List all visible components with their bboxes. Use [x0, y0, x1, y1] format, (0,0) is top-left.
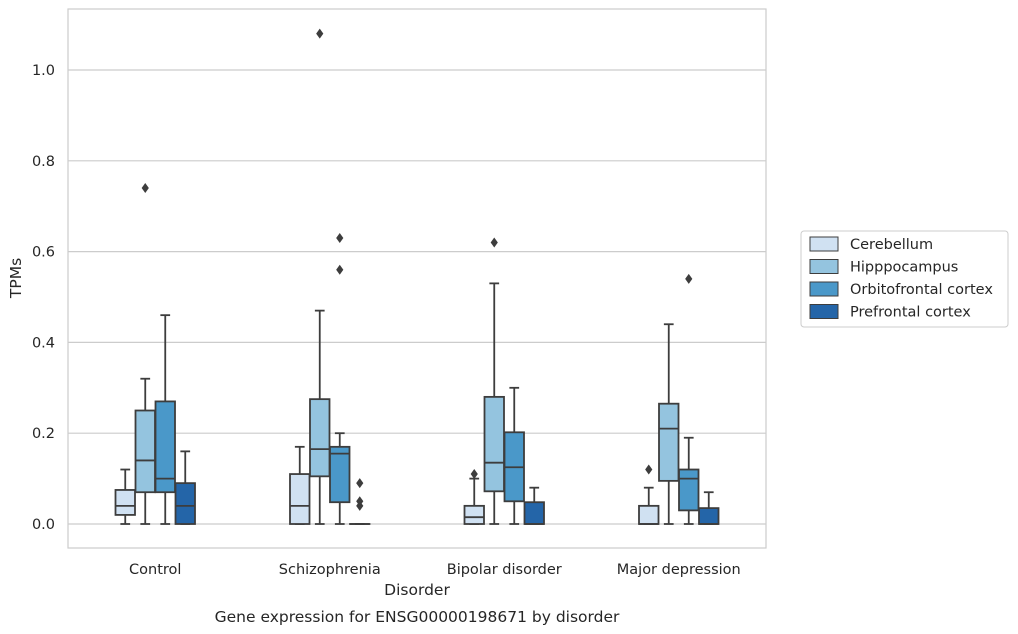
box-hipppocampus: [658, 323, 680, 525]
outlier-point: [316, 28, 324, 39]
box-body: [698, 507, 720, 525]
box-group: [114, 183, 196, 525]
x-tick-label: Major depression: [617, 562, 741, 578]
x-tick-label: Bipolar disorder: [447, 562, 562, 578]
outlier-point: [336, 232, 344, 243]
outlier-point: [336, 264, 344, 275]
x-tick-labels: Control Schizophrenia Bipolar disorder Majo…: [129, 562, 741, 578]
y-tick-label: 0.8: [32, 154, 55, 170]
box-prefrontal-cortex: [523, 486, 545, 525]
legend-swatch: [809, 236, 839, 252]
box-body: [329, 445, 351, 504]
box-cerebellum: [289, 445, 311, 525]
y-tick-label: 0.0: [32, 517, 55, 533]
box-body: [289, 473, 311, 525]
box-prefrontal-cortex: [349, 478, 371, 525]
box-group: [463, 237, 545, 525]
box-cerebellum: [114, 468, 136, 525]
y-tick-label: 0.4: [32, 335, 55, 351]
box-body: [174, 482, 196, 525]
box-body: [114, 489, 136, 516]
box-hipppocampus: [134, 183, 156, 525]
outlier-point: [645, 464, 653, 475]
legend-label: Orbitofrontal cortex: [850, 282, 993, 298]
box-body: [134, 409, 156, 494]
legend: Cerebellum Hipppocampus Orbitofrontal cort…: [800, 230, 1009, 328]
box-body: [463, 504, 485, 525]
box-orbitofrontal-cortex: [678, 273, 700, 525]
y-tick-labels: 0.0 0.2 0.4 0.6 0.8 1.0: [32, 63, 55, 533]
box-hipppocampus: [483, 237, 505, 525]
plot-frame: [67, 8, 767, 549]
legend-swatch: [809, 281, 839, 297]
outlier-point: [141, 183, 149, 194]
box-body: [154, 400, 176, 494]
legend-swatch: [809, 259, 839, 274]
y-axis-label: TPMs: [7, 258, 25, 299]
box-hipppocampus: [309, 28, 331, 525]
box-body: [638, 504, 660, 525]
outlier-point: [356, 496, 364, 507]
box-orbitofrontal-cortex: [503, 386, 525, 525]
box-orbitofrontal-cortex: [154, 314, 176, 525]
box-body: [678, 468, 700, 512]
y-tick-label: 0.6: [32, 245, 55, 261]
box-group: [638, 273, 720, 525]
box-cerebellum: [638, 464, 660, 525]
x-tick-label: Control: [129, 562, 181, 578]
legend-swatch: [809, 304, 839, 319]
box-prefrontal-cortex: [174, 450, 196, 525]
box-body: [658, 402, 680, 482]
legend-label: Prefrontal cortex: [850, 305, 971, 321]
outlier-point: [685, 273, 693, 284]
box-body: [309, 398, 331, 478]
outlier-point: [356, 478, 364, 489]
legend-label: Cerebellum: [850, 237, 933, 253]
box-cerebellum: [463, 469, 485, 525]
x-axis-label: Disorder: [384, 581, 450, 599]
box-prefrontal-cortex: [698, 491, 720, 525]
chart-caption: Gene expression for ENSG00000198671 by d…: [215, 608, 620, 626]
box-groups: [114, 28, 720, 525]
box-orbitofrontal-cortex: [329, 232, 351, 525]
x-tick-label: Schizophrenia: [279, 562, 381, 578]
box-body: [483, 395, 505, 493]
legend-label: Hipppocampus: [850, 260, 958, 276]
y-tick-label: 0.2: [32, 426, 55, 442]
outlier-point: [490, 237, 498, 248]
box-body: [523, 501, 545, 525]
y-tick-label: 1.0: [32, 63, 55, 79]
legend-frame: [800, 230, 1009, 328]
outlier-point: [470, 469, 478, 480]
box-group: [289, 28, 371, 525]
